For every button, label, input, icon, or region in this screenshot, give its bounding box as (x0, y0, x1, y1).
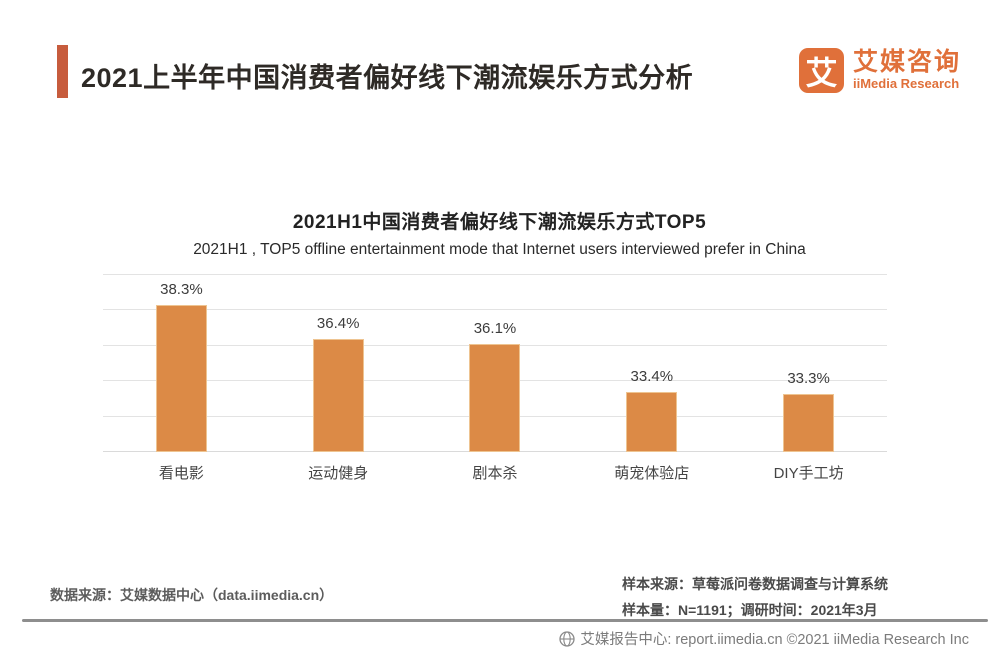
bar-group: 36.1% (417, 215, 574, 452)
bottom-divider (22, 619, 988, 622)
chart-subtitle: 2021H1 , TOP5 offline entertainment mode… (193, 241, 806, 258)
report-center-line: 艾媒报告中心: report.iimedia.cn ©2021 iiMedia … (559, 628, 969, 649)
bar (312, 338, 364, 452)
bar-value-label: 36.4% (316, 314, 360, 332)
globe-icon (559, 630, 576, 647)
sample-source-line: 样本来源：草莓派问卷数据调查与计算系统 (622, 576, 888, 592)
bar (783, 393, 835, 452)
category-label: 萌宠体验店 (614, 465, 690, 482)
bar (155, 305, 207, 452)
bar-group: 36.4% (260, 215, 417, 452)
sample-info-line: 样本量：N=1191；调研时间：2021年3月 (622, 602, 878, 618)
bar-group: 33.4% (573, 215, 730, 452)
title-accent-bar (57, 45, 68, 98)
report-center-text: 艾媒报告中心: report.iimedia.cn ©2021 iiMedia … (580, 632, 969, 648)
category-axis: 看电影 运动健身 剧本杀 萌宠体验店 DIY手工坊 (103, 462, 887, 483)
chart-title: 2021H1中国消费者偏好线下潮流娱乐方式TOP5 (292, 212, 707, 233)
gridline (103, 309, 887, 311)
page-title: 2021上半年中国消费者偏好线下潮流娱乐方式分析 (81, 63, 694, 93)
sample-note: 样本来源：草莓派问卷数据调查与计算系统 样本量：N=1191；调研时间：2021… (622, 571, 888, 623)
category-label: 看电影 (158, 465, 204, 482)
bar-value-label: 36.1% (473, 320, 517, 337)
category-label: DIY手工坊 (773, 465, 844, 482)
bar-value-label: 33.3% (787, 369, 830, 387)
bar (626, 391, 678, 452)
bar-group: 38.3% (103, 215, 260, 452)
category-label: 剧本杀 (472, 465, 518, 482)
brand-name-cn: 艾媒咨询 (852, 47, 961, 76)
category-label: 运动健身 (308, 465, 369, 482)
logo-text: 艾媒咨询 iiMedia Research (852, 47, 961, 92)
bar-value-label: 33.4% (630, 367, 674, 385)
plot-area: 38.3% 36.4% 36.1% 33.4% 33.3% (103, 274, 887, 452)
brand-name-en: iiMedia Research (852, 76, 960, 92)
bar-group: 33.3% (730, 215, 887, 452)
data-source-note: 数据来源：艾媒数据中心（data.iimedia.cn） (50, 587, 334, 603)
bar-value-label: 38.3% (160, 281, 203, 299)
iimedia-logo: 艾 艾媒咨询 iiMedia Research (798, 47, 961, 93)
bars-row: 38.3% 36.4% 36.1% 33.4% 33.3% (103, 215, 887, 452)
bar (469, 344, 521, 452)
iimedia-logo-icon: 艾 (798, 48, 844, 93)
gridline (103, 274, 887, 275)
